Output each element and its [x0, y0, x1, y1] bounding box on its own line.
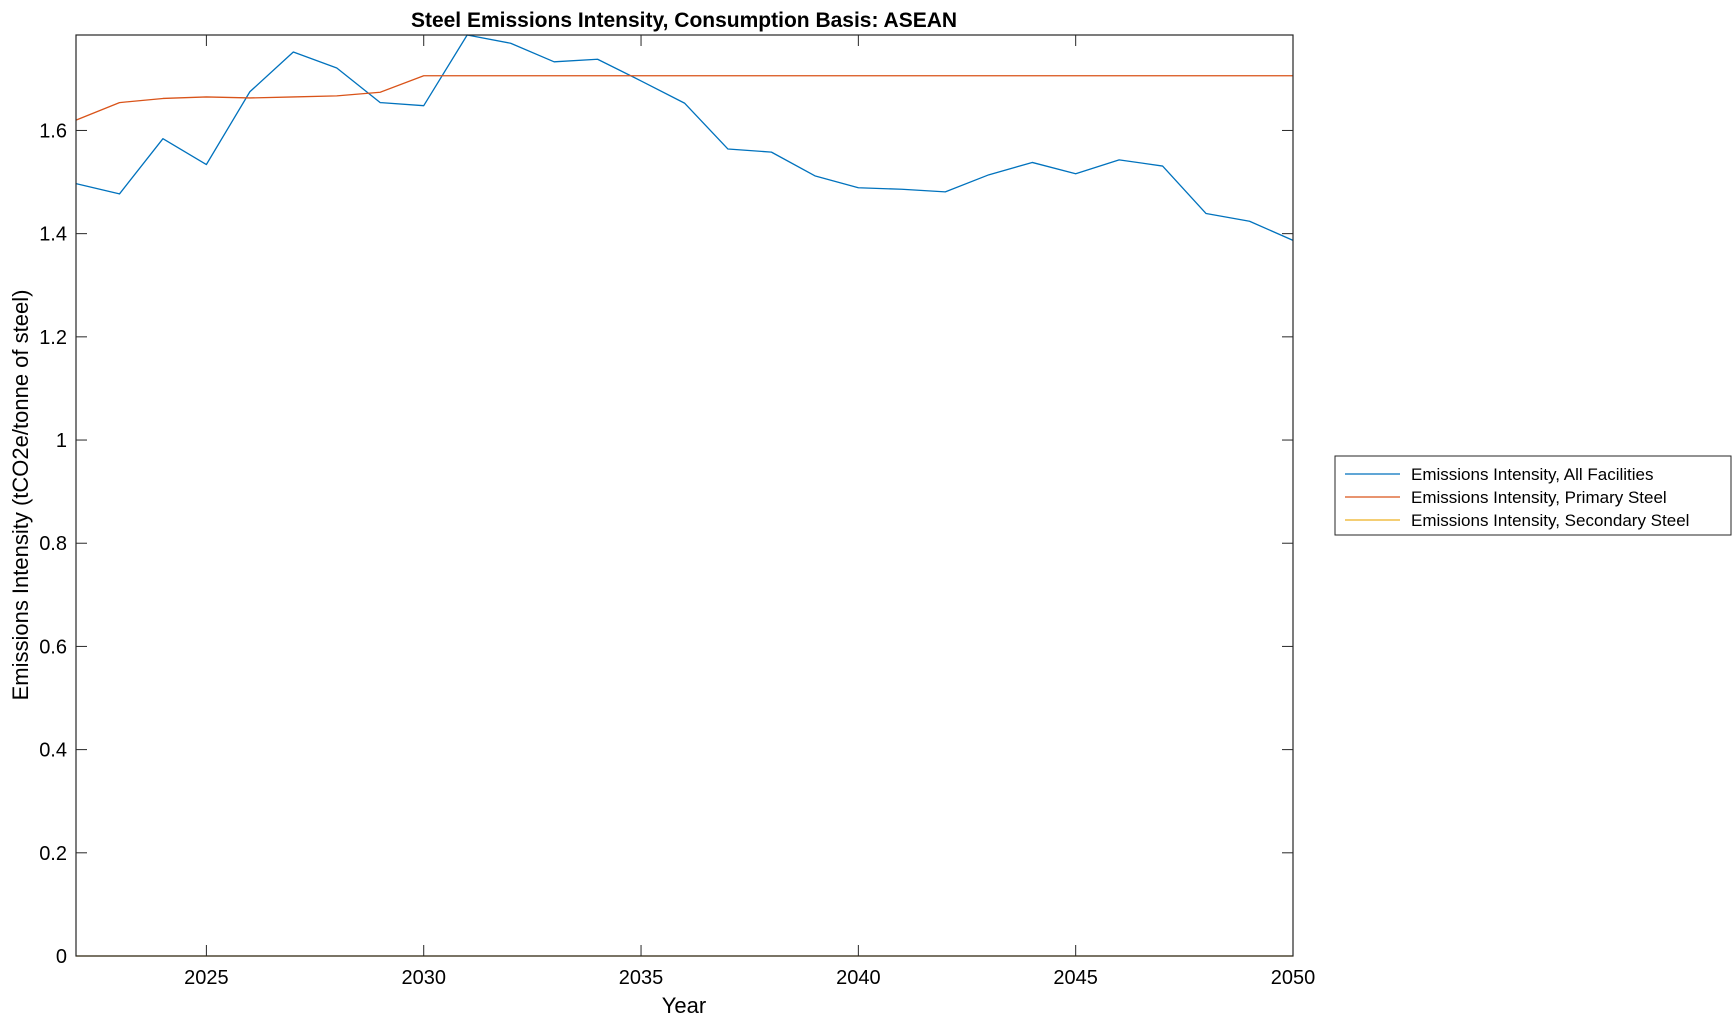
y-axis-title: Emissions Intensity (tCO2e/tonne of stee… — [8, 290, 33, 701]
y-tick-label: 0.2 — [39, 843, 67, 865]
x-tick-label: 2045 — [1053, 967, 1098, 989]
legend-label: Emissions Intensity, All Facilities — [1411, 465, 1653, 484]
y-tick-label: 1.6 — [39, 120, 67, 142]
x-tick-label: 2030 — [401, 967, 446, 989]
tick-layer: 2025 2030 2035 2040 2045 2050 0 0.2 0.4 0.6 0.8 1 1.… — [39, 35, 1315, 989]
axes-box — [75, 34, 1294, 957]
y-tick-label: 1.2 — [39, 327, 67, 349]
x-axis-title: Year — [662, 993, 706, 1018]
series-line-1 — [75, 34, 1294, 241]
legend-label: Emissions Intensity, Secondary Steel — [1411, 511, 1689, 530]
legend-label: Emissions Intensity, Primary Steel — [1411, 488, 1667, 507]
y-tick-label: 0 — [56, 946, 67, 968]
series-line-2 — [75, 75, 1293, 121]
x-tick-label: 2035 — [619, 967, 664, 989]
y-tick-label: 0.8 — [39, 533, 67, 555]
x-tick-label: 2040 — [836, 967, 881, 989]
legend[interactable]: Emissions Intensity, All Facilities Emiss… — [1334, 455, 1732, 536]
plot-area: 2025 2030 2035 2040 2045 2050 0 0.2 0.4 0.6 0.8 1 1.… — [39, 34, 1315, 989]
y-tick-label: 1.4 — [39, 224, 67, 246]
x-tick-label: 2050 — [1271, 967, 1316, 989]
y-tick-label: 1 — [56, 430, 67, 452]
legend-items: Emissions Intensity, All Facilities Emiss… — [1345, 465, 1689, 530]
x-tick-label: 2025 — [184, 967, 229, 989]
y-tick-label: 0.4 — [39, 740, 67, 762]
chart-title: Steel Emissions Intensity, Consumption B… — [411, 9, 957, 32]
y-tick-label: 0.6 — [39, 636, 67, 658]
plot-background — [76, 35, 1293, 956]
legend-box — [1334, 455, 1732, 536]
